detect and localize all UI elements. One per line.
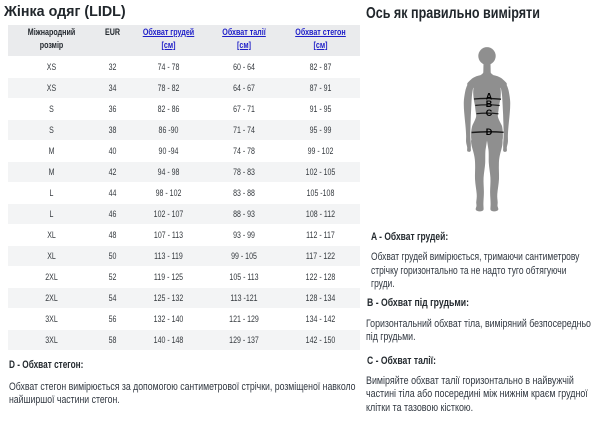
svg-text:D: D	[486, 127, 493, 137]
svg-text:C: C	[486, 108, 493, 118]
svg-text:B: B	[486, 99, 493, 109]
svg-text:A: A	[486, 92, 493, 102]
